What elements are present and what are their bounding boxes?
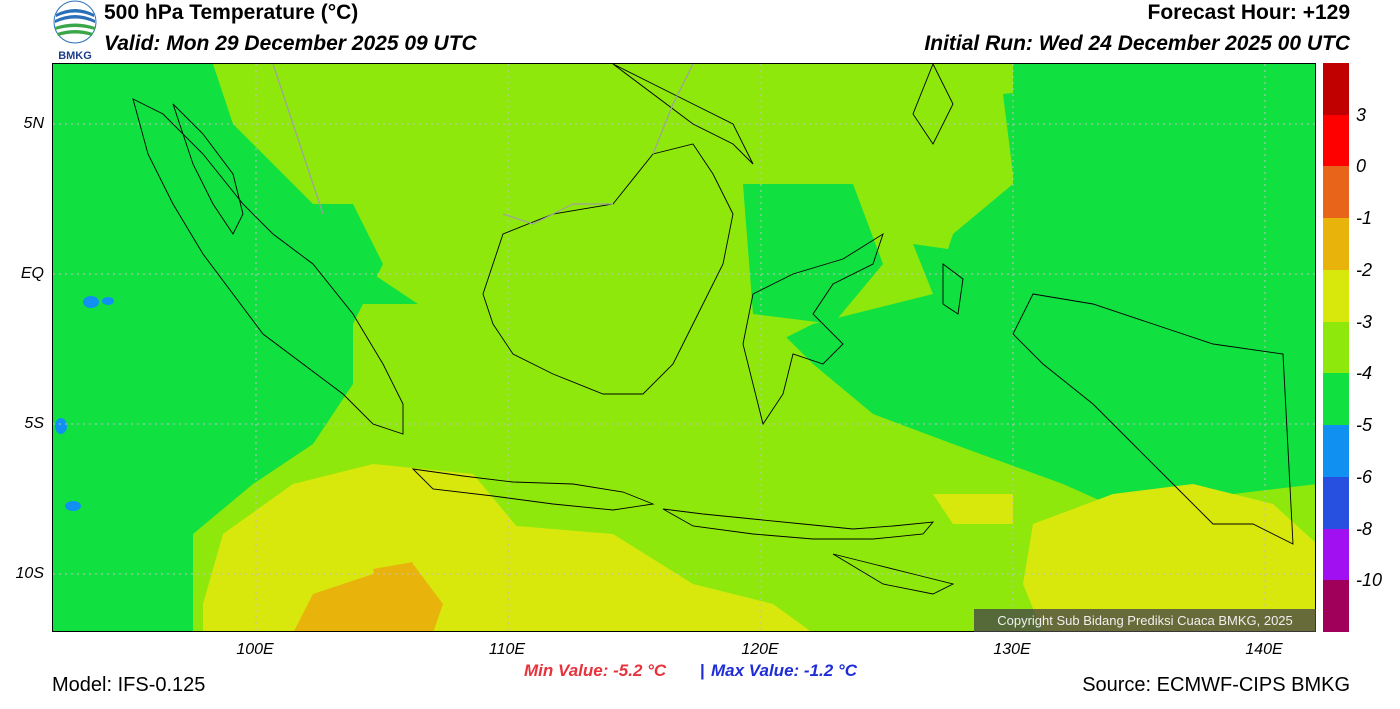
forecast-hour: Forecast Hour: +129 — [1147, 1, 1351, 24]
logo-text: BMKG — [58, 50, 92, 62]
lat-label-5n: 5N — [23, 115, 44, 132]
colorbar-segment — [1323, 114, 1349, 167]
copyright-box: Copyright Sub Bidang Prediksi Cuaca BMKG… — [974, 609, 1316, 632]
colorbar-label: -3 — [1356, 311, 1373, 332]
lon-label-120e: 120E — [741, 641, 779, 658]
colorbar-segment — [1323, 166, 1349, 219]
colorbar-label: -2 — [1356, 259, 1373, 280]
colorbar-segment — [1323, 269, 1349, 323]
max-value: Max Value: -1.2 °C — [711, 661, 857, 680]
temperature-field — [53, 64, 1315, 631]
lat-label-5s: 5S — [24, 415, 44, 432]
lat-label-eq: EQ — [20, 265, 44, 282]
bmkg-logo: BMKG — [50, 0, 100, 62]
colorbar-label: -10 — [1356, 570, 1383, 591]
colorbar-label: -6 — [1356, 466, 1373, 487]
colorbar-label: -4 — [1356, 363, 1373, 384]
stats-separator: | — [700, 661, 705, 680]
colorbar-label: -8 — [1356, 518, 1373, 539]
colorbar-segment — [1323, 373, 1349, 426]
colorbar-label: -1 — [1356, 208, 1373, 229]
model-label: Model: IFS-0.125 — [52, 674, 206, 696]
colorbar-segment — [1323, 218, 1349, 271]
min-value: Min Value: -5.2 °C — [524, 661, 667, 680]
colorbar-segment — [1323, 63, 1349, 116]
initial-run: Initial Run: Wed 24 December 2025 00 UTC — [924, 32, 1350, 55]
colorbar — [1323, 63, 1349, 633]
colorbar-label: 3 — [1356, 104, 1367, 125]
colorbar-label: -5 — [1356, 415, 1373, 436]
valid-time: Valid: Mon 29 December 2025 09 UTC — [104, 32, 477, 55]
colorbar-segment — [1323, 528, 1349, 581]
lon-label-140e: 140E — [1245, 641, 1283, 658]
colorbar-segment — [1323, 476, 1349, 530]
map-panel — [52, 63, 1316, 632]
map-title: 500 hPa Temperature (°C) — [104, 1, 359, 24]
colorbar-segment — [1323, 580, 1349, 633]
colorbar-label: 0 — [1356, 156, 1367, 177]
lon-label-100e: 100E — [236, 641, 274, 658]
source-label: Source: ECMWF-CIPS BMKG — [1082, 674, 1350, 696]
lat-label-10s: 10S — [15, 565, 44, 582]
colorbar-segment — [1323, 425, 1349, 478]
lon-label-130e: 130E — [993, 641, 1031, 658]
lon-label-110e: 110E — [488, 641, 526, 658]
colorbar-segment — [1323, 321, 1349, 374]
